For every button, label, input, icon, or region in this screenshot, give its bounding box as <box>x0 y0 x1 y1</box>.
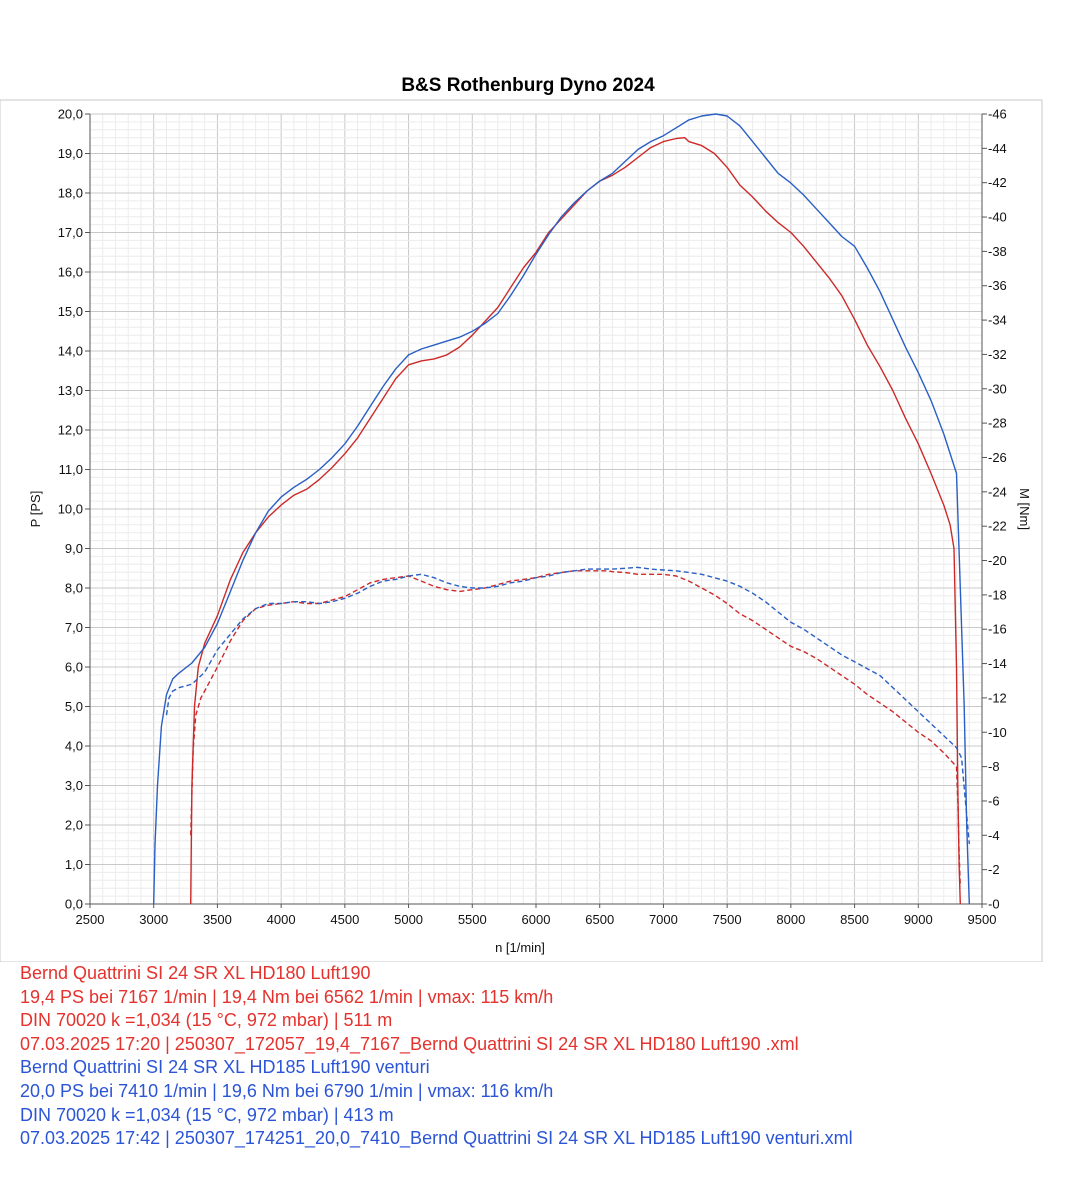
y-right-tick-label: -24 <box>988 484 1007 499</box>
legend-line: 20,0 PS bei 7410 1/min | 19,6 Nm bei 679… <box>20 1080 554 1101</box>
y-left-tick-label: 5,0 <box>65 699 83 714</box>
y-left-tick-label: 7,0 <box>65 620 83 635</box>
x-tick-label: 6500 <box>585 912 614 927</box>
y-left-tick-label: 13,0 <box>58 383 83 398</box>
legend: Bernd Quattrini SI 24 SR XL HD180 Luft19… <box>20 962 1070 1151</box>
legend-line: 07.03.2025 17:20 | 250307_172057_19,4_71… <box>20 1033 799 1054</box>
y-left-tick-label: 3,0 <box>65 778 83 793</box>
y-left-tick-label: 10,0 <box>58 502 83 517</box>
y-left-tick-label: 6,0 <box>65 660 83 675</box>
x-tick-label: 4500 <box>330 912 359 927</box>
y-right-tick-label: -28 <box>988 416 1007 431</box>
y-right-axis-label: M [Nm] <box>1017 488 1032 530</box>
y-left-tick-label: 19,0 <box>58 146 83 161</box>
x-tick-label: 7500 <box>713 912 742 927</box>
x-tick-label: 4000 <box>267 912 296 927</box>
y-left-tick-label: 14,0 <box>58 344 83 359</box>
legend-line: Bernd Quattrini SI 24 SR XL HD185 Luft19… <box>20 1057 430 1078</box>
y-left-tick-label: 20,0 <box>58 107 83 122</box>
grid <box>89 113 983 905</box>
legend-line: Bernd Quattrini SI 24 SR XL HD180 Luft19… <box>20 963 371 983</box>
y-left-axis-label: P [PS] <box>28 491 43 528</box>
y-left-tick-label: 16,0 <box>58 265 83 280</box>
legend-line: DIN 70020 k =1,034 (15 °C, 972 mbar) | 5… <box>20 1010 393 1031</box>
y-right-tick-label: -22 <box>988 519 1007 534</box>
x-tick-label: 3500 <box>203 912 232 927</box>
y-right-tick-label: -16 <box>988 622 1007 637</box>
y-left-tick-label: 8,0 <box>65 581 83 596</box>
dyno-chart: B&S Rothenburg Dyno 2024 2500 3000 3500 400… <box>0 75 1043 962</box>
y-right-tick-label: -36 <box>988 278 1007 293</box>
x-tick-label: 5000 <box>394 912 423 927</box>
chart-title: B&S Rothenburg Dyno 2024 <box>401 75 655 96</box>
x-tick-label: 6000 <box>522 912 551 927</box>
y-right-tick-label: -14 <box>988 656 1007 671</box>
y-left-tick-label: 17,0 <box>58 225 83 240</box>
y-left-tick-label: 15,0 <box>58 304 83 319</box>
chart-frame <box>0 99 1043 962</box>
y-right-tick-label: -30 <box>988 381 1007 396</box>
y-right-tick-label: -8 <box>988 759 1000 774</box>
y-right-tick-label: -26 <box>988 450 1007 465</box>
x-tick-label: 8000 <box>776 912 805 927</box>
legend-line: 07.03.2025 17:42 | 250307_174251_20,0_74… <box>20 1128 853 1149</box>
x-tick-label: 9500 <box>968 912 997 927</box>
y-right-tick-label: -2 <box>988 862 1000 877</box>
y-left-tick-label: 4,0 <box>65 739 83 754</box>
y-left-tick-label: 12,0 <box>58 423 83 438</box>
y-right-tick-label: -46 <box>988 107 1007 122</box>
x-axis-label: n [1/min] <box>495 940 545 955</box>
y-right-tick-label: -38 <box>988 244 1007 259</box>
y-right-tick-label: -12 <box>988 690 1007 705</box>
y-right-tick-label: -42 <box>988 175 1007 190</box>
legend-line: DIN 70020 k =1,034 (15 °C, 972 mbar) | 4… <box>20 1104 394 1125</box>
series-line-torque-hd185 <box>165 566 970 844</box>
y-right-tick-label: -18 <box>988 587 1007 602</box>
x-tick-label: 9000 <box>904 912 933 927</box>
series-layer <box>153 113 970 905</box>
series-line-power-hd185 <box>153 113 970 905</box>
y-left-tick-label: 18,0 <box>58 186 83 201</box>
y-right-tick-label: -32 <box>988 347 1007 362</box>
y-left-tick-label: 1,0 <box>65 857 83 872</box>
x-tick-label: 2500 <box>76 912 105 927</box>
y-right-tick-label: -40 <box>988 210 1007 225</box>
y-right-tick-label: -4 <box>988 828 1000 843</box>
y-right-tick-label: -34 <box>988 313 1007 328</box>
y-right-tick-label: -10 <box>988 725 1007 740</box>
y-right-tick-label: -0 <box>988 897 1000 912</box>
x-tick-label: 8500 <box>840 912 869 927</box>
y-left-tick-label: 0,0 <box>65 897 83 912</box>
x-tick-label: 3000 <box>139 912 168 927</box>
y-right-tick-label: -6 <box>988 793 1000 808</box>
x-tick-label: 5500 <box>458 912 487 927</box>
y-left-tick-label: 9,0 <box>65 541 83 556</box>
axes: 2500 3000 3500 4000 4500 5000 5500 6000 6500 7000… <box>58 107 1007 928</box>
y-left-tick-label: 11,0 <box>59 462 83 477</box>
x-tick-label: 7000 <box>649 912 678 927</box>
y-left-tick-label: 2,0 <box>65 818 83 833</box>
y-right-tick-label: -44 <box>988 141 1007 156</box>
legend-line: 19,4 PS bei 7167 1/min | 19,4 Nm bei 656… <box>20 986 554 1007</box>
y-right-tick-label: -20 <box>988 553 1007 568</box>
